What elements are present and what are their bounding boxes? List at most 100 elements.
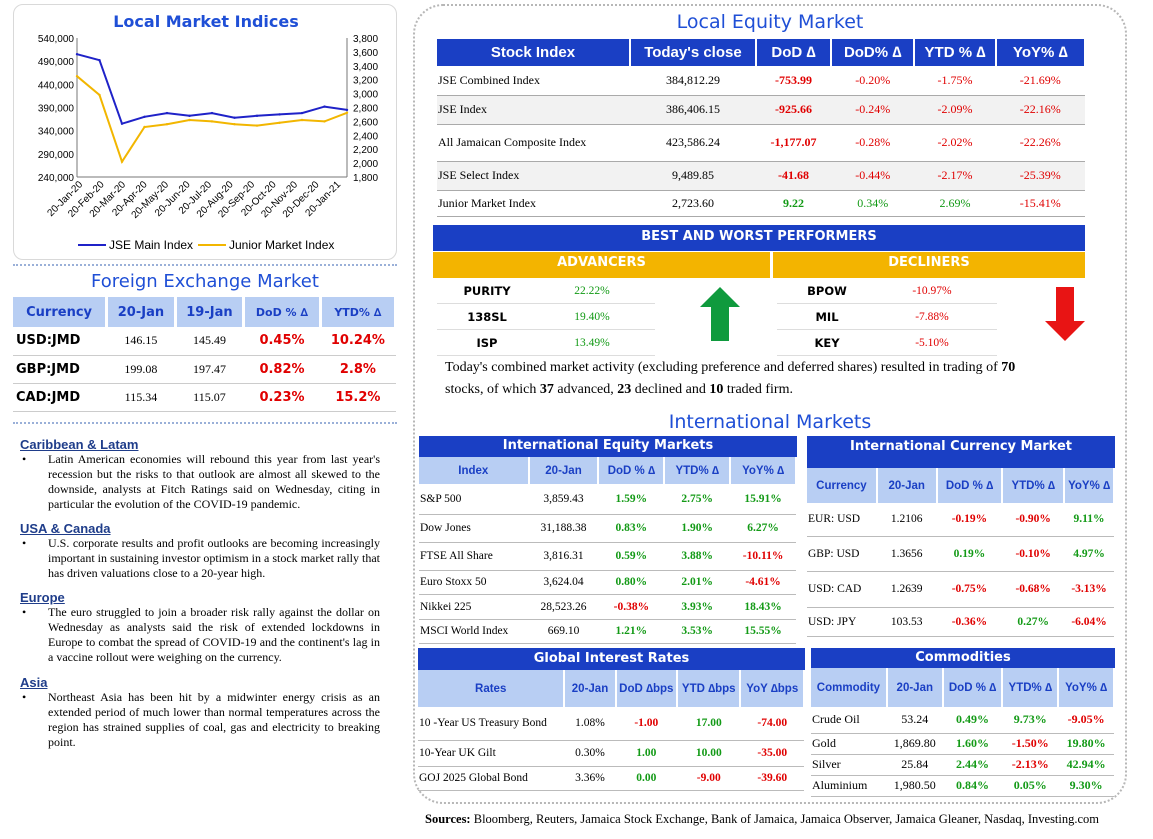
commodities-name: Silver bbox=[812, 757, 841, 771]
fx-currency: GBP:JMD bbox=[16, 361, 80, 377]
news-heading[interactable]: Europe bbox=[20, 590, 65, 605]
bullet-icon: • bbox=[22, 452, 27, 466]
equity-header-row: Stock Index Today's close DoD ∆ DoD% ∆ YTD %… bbox=[437, 39, 1087, 66]
bullet-icon: • bbox=[22, 690, 27, 704]
rates-title: Global Interest Rates bbox=[418, 648, 805, 670]
intl_equity-header-row: Index 20-Jan DoD % ∆ YTD% ∆ YoY% ∆ bbox=[419, 457, 797, 484]
equity-dod: -753.99 bbox=[774, 72, 812, 87]
intl_equity-name: MSCI World Index bbox=[420, 625, 509, 637]
intl_equity-header: YoY% ∆ bbox=[730, 457, 797, 484]
intl_equity-name: Nikkei 225 bbox=[420, 600, 472, 613]
intl_equity-change: 1.90% bbox=[681, 522, 713, 534]
equity-row: JSE Combined Index 384,812.29 -753.99 -0.20… bbox=[437, 66, 1085, 95]
intl_fx-value: 1.2106 bbox=[890, 513, 923, 526]
performer-change: 13.49% bbox=[574, 336, 610, 349]
advancers-header: ADVANCERS bbox=[433, 252, 770, 278]
intl_fx-change: -0.10% bbox=[1015, 547, 1051, 560]
down-arrow-icon bbox=[1045, 287, 1085, 341]
intl_fx-change: -6.04% bbox=[1071, 615, 1107, 628]
news-section: Caribbean & Latam • Latin American economi… bbox=[20, 437, 380, 750]
commodities-change: 1.60% bbox=[956, 736, 990, 750]
intl_fx-change: -3.13% bbox=[1071, 583, 1107, 595]
bullet-icon: • bbox=[22, 536, 27, 550]
junior-series-line-point bbox=[98, 93, 101, 97]
news-block: Caribbean & Latam • Latin American economi… bbox=[20, 437, 380, 512]
intl_equity-row: S&P 500 3,859.43 1.59% 2.75% 15.91% bbox=[419, 484, 796, 514]
news-item: • The euro struggled to join a broader ri… bbox=[20, 605, 380, 665]
rates-name: 10 -Year US Treasury Bond bbox=[419, 717, 547, 730]
commodities-name: Crude Oil bbox=[812, 712, 860, 727]
equity-yoy: -25.39% bbox=[1019, 168, 1061, 182]
left-tick-label: 340,000 bbox=[38, 127, 75, 138]
intl_fx-value: 1.3656 bbox=[890, 547, 923, 560]
equity-header: YTD % ∆ bbox=[914, 39, 997, 66]
news-heading[interactable]: USA & Canada bbox=[20, 521, 111, 536]
fx-rate-today: 115.34 bbox=[124, 389, 158, 404]
intl_fx-header: 20-Jan bbox=[876, 468, 938, 503]
intl_equity-name: Euro Stoxx 50 bbox=[420, 576, 487, 588]
rates-change: 17.00 bbox=[695, 717, 722, 730]
main-series-line-point bbox=[98, 59, 101, 62]
intl_equity-name: FTSE All Share bbox=[420, 550, 493, 562]
equity-ytd: -2.02% bbox=[937, 135, 973, 149]
right-tick-label: 3,600 bbox=[353, 48, 378, 59]
intl_equity-change: 0.80% bbox=[615, 576, 648, 588]
intl_equity-change: 3.53% bbox=[681, 625, 713, 637]
junior-series-line-point bbox=[255, 124, 259, 127]
rates-row: GOJ 2025 Global Bond 3.36% 0.00 -9.00 -39.60 bbox=[418, 766, 804, 790]
news-block: Asia • Northeast Asia has been hit by a mi… bbox=[20, 675, 380, 750]
fx-row: USD:JMD 146.15 145.49 0.45% 10.24% bbox=[13, 327, 396, 355]
equity-row: JSE Select Index 9,489.85 -41.68 -0.44% -2.1… bbox=[437, 161, 1085, 190]
fx-section: Foreign Exchange Market Currency 20-Jan 19… bbox=[13, 264, 398, 424]
fx-row: GBP:JMD 199.08 197.47 0.82% 2.8% bbox=[13, 355, 396, 383]
fx-header: Currency bbox=[13, 297, 109, 327]
equity-title: Local Equity Market bbox=[676, 11, 864, 33]
main-series-line-point bbox=[210, 111, 214, 115]
intl_fx-name: USD: CAD bbox=[808, 583, 862, 595]
intl_equity-header: YTD% ∆ bbox=[664, 457, 732, 484]
intl_equity-row: Nikkei 225 28,523.26 -0.38% 3.93% 18.43% bbox=[419, 594, 796, 619]
junior-series-line-point bbox=[120, 160, 124, 163]
rates-value: 3.36% bbox=[575, 772, 605, 784]
performer-row: MIL -7.88% bbox=[777, 304, 997, 330]
commodities-change: -2.13% bbox=[1011, 757, 1049, 771]
equity-close: 2,723.60 bbox=[671, 195, 714, 210]
intl_fx-name: GBP: USD bbox=[808, 547, 860, 560]
commodities-change: 9.73% bbox=[1013, 712, 1047, 727]
intl_equity-change: -0.38% bbox=[613, 600, 650, 613]
rates-change: 10.00 bbox=[695, 747, 722, 759]
performers-title: BEST AND WORST PERFORMERS bbox=[433, 225, 1085, 251]
fx-header: DoD % ∆ bbox=[243, 297, 322, 327]
intl_equity-value: 3,859.43 bbox=[543, 492, 584, 505]
junior-series-line bbox=[76, 75, 348, 164]
left-tick-label: 240,000 bbox=[38, 173, 75, 184]
equity-header: YoY% ∆ bbox=[995, 39, 1087, 66]
equity-dodp: -0.24% bbox=[855, 102, 891, 116]
main-series-line-point bbox=[323, 105, 326, 108]
fx-currency: USD:JMD bbox=[16, 333, 81, 349]
equity-yoy: -22.26% bbox=[1019, 135, 1061, 149]
intl_fx-change: -0.90% bbox=[1015, 513, 1051, 526]
main-series-line-point bbox=[188, 114, 191, 118]
intl_equity-change: 0.83% bbox=[615, 522, 648, 534]
news-heading[interactable]: Asia bbox=[20, 675, 48, 690]
news-heading[interactable]: Caribbean & Latam bbox=[20, 437, 139, 452]
rates-header: Rates bbox=[418, 670, 566, 707]
performer-row: 138SL 19.40% bbox=[437, 304, 655, 330]
intl_equity-header: 20-Jan bbox=[528, 457, 600, 484]
performer-ticker: MIL bbox=[815, 309, 839, 324]
equity-header: Stock Index bbox=[437, 39, 631, 66]
performer-ticker: KEY bbox=[814, 335, 840, 350]
intl_fx-value: 1.2639 bbox=[890, 583, 923, 595]
commodities-change: 2.44% bbox=[956, 757, 990, 771]
right-tick-label: 2,800 bbox=[353, 104, 378, 115]
performer-ticker: 138SL bbox=[467, 309, 507, 324]
intl_equity-change: 2.01% bbox=[681, 576, 713, 588]
junior-series-line-point bbox=[233, 122, 236, 126]
intl_fx-row: USD: CAD 1.2639 -0.75% -0.68% -3.13% bbox=[807, 571, 1114, 607]
intl_equity-name: Dow Jones bbox=[420, 522, 471, 534]
equity-yoy: -21.69% bbox=[1019, 72, 1061, 87]
left-tick-label: 440,000 bbox=[38, 80, 75, 91]
left-tick-label: 290,000 bbox=[38, 150, 75, 161]
performer-row: ISP 13.49% bbox=[437, 330, 655, 356]
